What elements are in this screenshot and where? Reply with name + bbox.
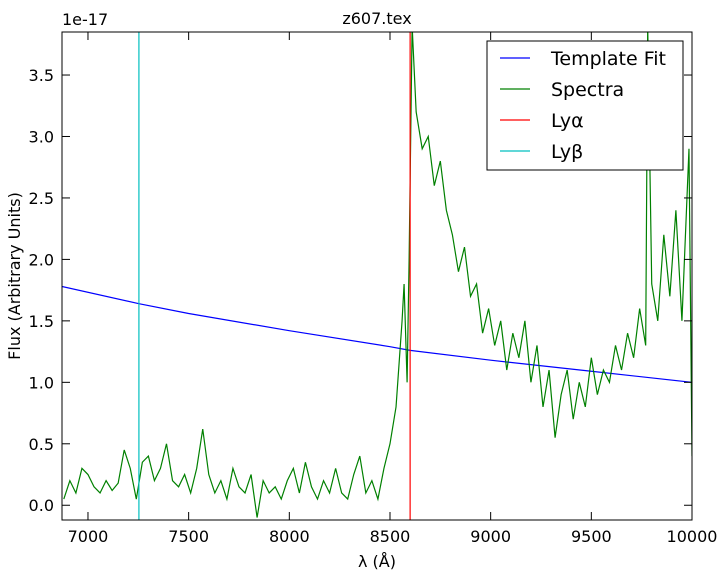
x-tick-label: 9000 <box>470 527 511 546</box>
x-tick-label: 10000 <box>667 527 718 546</box>
y-tick-label: 3.0 <box>29 127 54 146</box>
legend-box <box>486 40 684 171</box>
plot-area <box>62 32 692 520</box>
y-tick-label: 0.5 <box>29 435 54 454</box>
y-tick-label: 2.0 <box>29 250 54 269</box>
y-tick-label: 2.5 <box>29 189 54 208</box>
legend-label: Template Fit <box>550 48 666 70</box>
x-tick-label: 7500 <box>168 527 209 546</box>
y-tick-label: 3.5 <box>29 66 54 85</box>
y-tick-label: 0.0 <box>29 496 54 515</box>
y-offset-label: 1e-17 <box>62 10 108 29</box>
y-axis-label: Flux (Arbitrary Units) <box>5 192 24 360</box>
legend: Template Fit Spectra Lyα Lyβ <box>486 40 684 171</box>
legend-label: Lyβ <box>551 141 583 163</box>
x-axis-label: λ (Å) <box>358 552 396 571</box>
legend-label: Lyα <box>551 110 584 132</box>
y-tick-label: 1.5 <box>29 312 54 331</box>
series-line <box>63 32 692 518</box>
x-tick-label: 7000 <box>68 527 109 546</box>
axes-frame <box>61 31 693 521</box>
y-tick-label: 1.0 <box>29 373 54 392</box>
x-tick-label: 9500 <box>571 527 612 546</box>
x-tick-label: 8000 <box>269 527 310 546</box>
series-line <box>62 285 692 383</box>
x-tick-label: 8500 <box>370 527 411 546</box>
legend-label: Spectra <box>551 79 624 101</box>
chart-title: z607.tex <box>342 9 411 28</box>
